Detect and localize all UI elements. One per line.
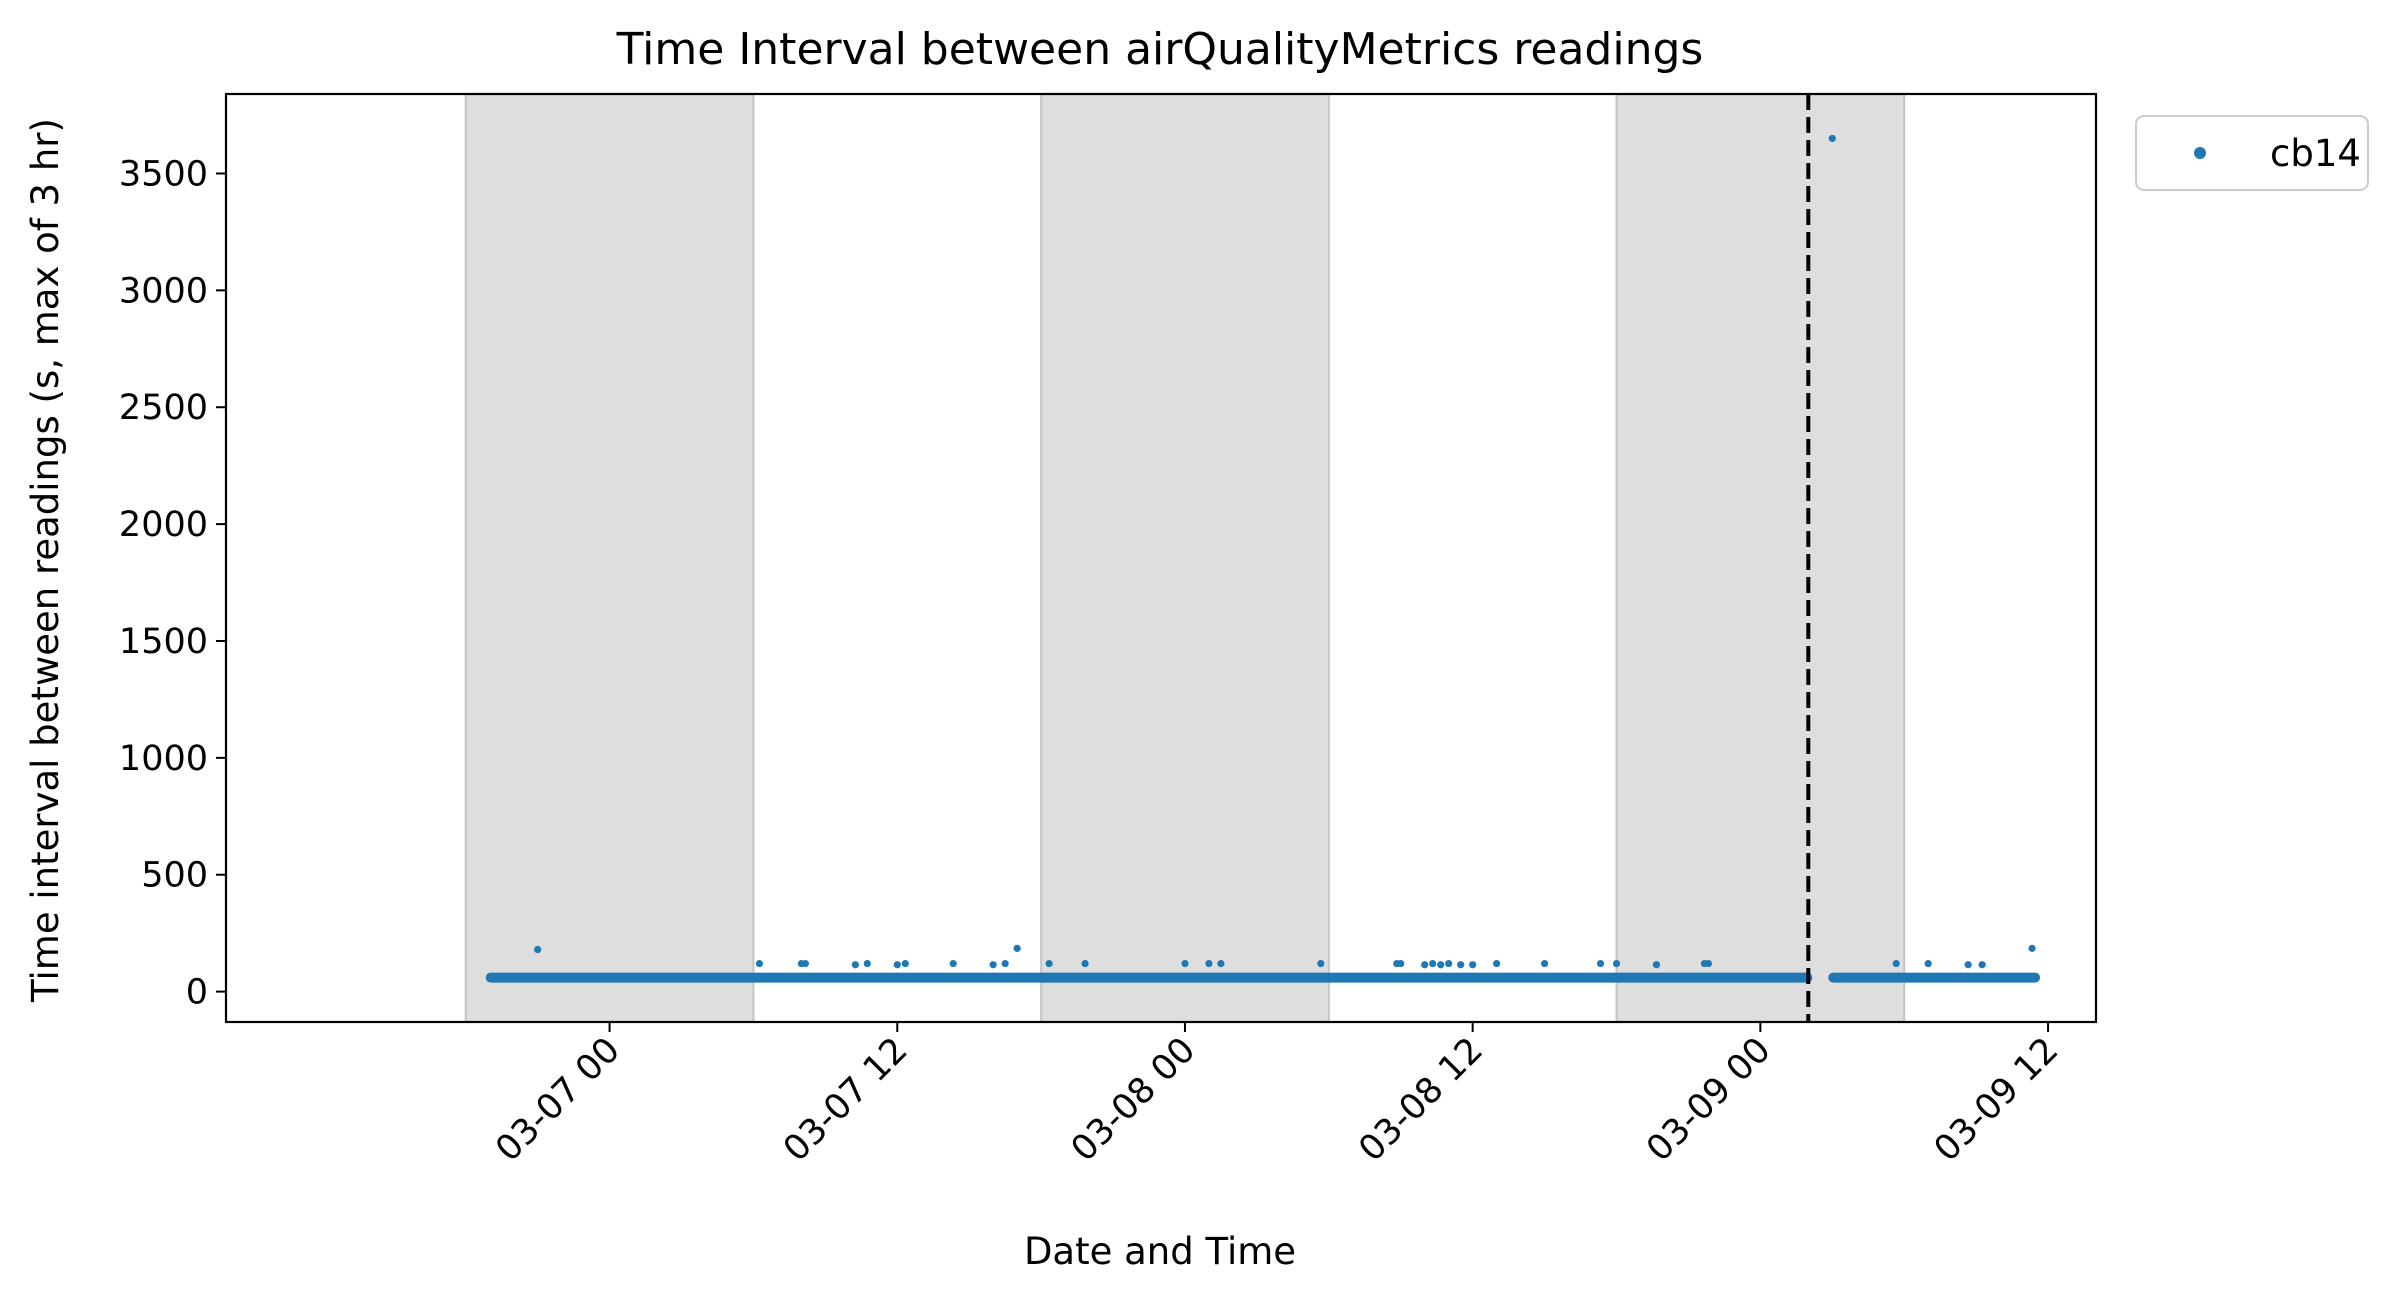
data-point-9 [949,959,957,968]
data-point-1 [534,945,542,954]
y-axis-ticks: 0 500 1000 1500 2000 2500 3000 3500 [119,154,226,1013]
data-point-37 [1964,961,1972,969]
y-tick-label: 0 [186,973,208,1013]
data-point-28 [1540,959,1549,968]
data-point-30 [1612,959,1621,968]
chart-title: Time Interval between airQualityMetrics … [616,24,1704,75]
data-point-11 [1001,959,1009,968]
data-point-22 [1429,959,1437,968]
data-point-24 [1445,959,1453,968]
y-tick-label: 1500 [119,622,208,662]
data-point-2 [755,959,764,968]
data-point-7 [893,961,901,969]
data-point-26 [1469,961,1477,969]
data-points [534,134,2036,969]
data-point-4 [801,959,809,968]
data-point-27 [1493,959,1501,968]
legend-box [2135,115,2369,191]
data-point-33 [1704,959,1713,968]
data-point-18 [1317,959,1325,968]
shaded-region-2 [1040,93,1330,1023]
y-tick-label: 3000 [119,271,208,311]
data-point-5 [851,961,859,969]
data-point-16 [1205,959,1213,968]
data-point-17 [1217,959,1225,968]
legend-marker [2194,147,2206,159]
y-tick-label: 1000 [119,739,208,779]
data-point-12 [1013,944,1021,952]
data-point-20 [1397,959,1405,968]
data-point-31 [1652,961,1661,969]
data-point-13 [1045,959,1053,968]
data-point-14 [1081,959,1089,968]
y-axis-label: Time interval between readings (s, max o… [24,118,67,1003]
data-point-36 [1924,959,1932,968]
baseline-bands [485,972,2041,983]
baseline-segment-1 [485,972,1813,983]
data-point-38 [1978,961,1986,969]
data-point-25 [1457,961,1465,969]
data-point-35 [1892,959,1900,968]
y-tick-label: 2000 [119,505,208,545]
data-point-8 [901,959,909,968]
data-point-15 [1181,959,1189,968]
y-tick-label: 500 [141,856,208,896]
data-point-39 [2028,944,2036,952]
shaded-region-3 [1615,93,1906,1023]
y-tick-label: 2500 [119,388,208,428]
shaded-regions [464,93,1906,1023]
data-point-34 [1828,134,1836,143]
baseline-segment-2 [1828,972,2041,983]
data-point-21 [1421,961,1429,969]
data-point-23 [1437,961,1445,969]
legend-label-cb14: cb14 [2270,132,2361,175]
data-point-29 [1596,959,1605,968]
legend: cb14 [2135,115,2369,191]
x-axis-label: Date and Time [1024,1230,1296,1273]
plot-frame [224,92,2098,1024]
y-tick-label: 3500 [119,154,208,194]
shaded-region-1 [464,93,755,1023]
data-point-6 [863,959,871,968]
data-point-10 [989,961,997,969]
